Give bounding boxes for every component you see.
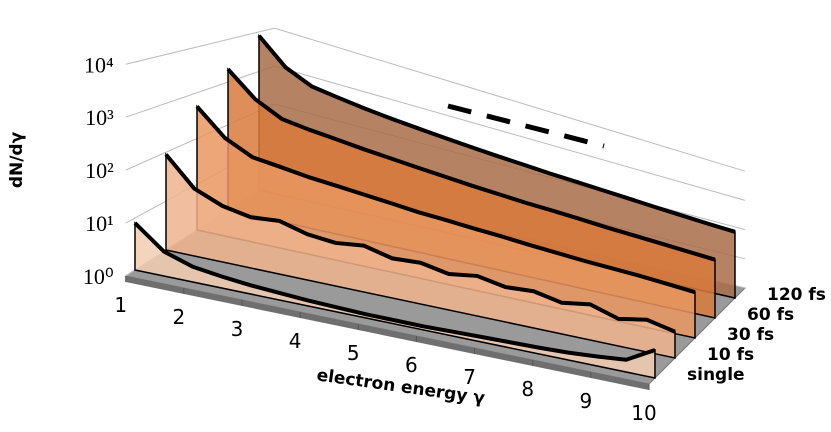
y-tick-label: 10¹ xyxy=(85,211,114,236)
x-tick-label: 7 xyxy=(463,365,476,389)
x-tick-label: 2 xyxy=(172,305,185,329)
legend-label: single xyxy=(687,365,745,385)
x-tick-label: 3 xyxy=(231,317,244,341)
x-tick-label: 6 xyxy=(405,353,418,377)
x-tick-label: 10 xyxy=(631,401,656,425)
legend-label: 30 fs xyxy=(727,325,774,345)
grid-line xyxy=(125,27,746,172)
series-line xyxy=(164,153,676,334)
y-tick-label: 10⁴ xyxy=(84,52,114,77)
x-axis-label: electron energy γ xyxy=(315,365,486,408)
floor-edge xyxy=(125,276,649,390)
legend-label: 10 fs xyxy=(707,345,754,365)
y-axis-label: dN/dγ xyxy=(7,131,27,188)
series-line xyxy=(195,105,696,295)
x-tick-label: 8 xyxy=(521,377,534,401)
dashed-guide xyxy=(447,103,605,149)
legend-label: 60 fs xyxy=(747,305,794,325)
x-tick-label: 4 xyxy=(289,329,302,353)
series-line xyxy=(257,34,736,234)
y-tick-label: 10⁰ xyxy=(83,264,114,289)
series-line xyxy=(226,67,716,262)
x-tick-label: 1 xyxy=(114,293,127,317)
series-line xyxy=(133,221,656,362)
y-tick-label: 10³ xyxy=(85,105,114,130)
x-tick-label: 5 xyxy=(347,341,360,365)
y-tick-label: 10² xyxy=(85,158,114,183)
x-tick-label: 9 xyxy=(579,389,592,413)
legend-label: 120 fs xyxy=(767,285,826,305)
